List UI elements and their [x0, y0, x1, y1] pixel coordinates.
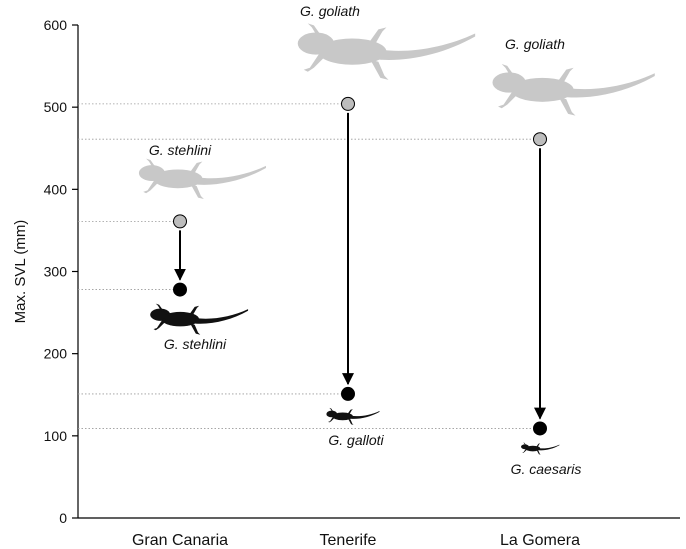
lizard-silhouette-ancestral-shape: [297, 23, 476, 80]
axes: 0 100 200 300 400 500 600 Gran Canaria Tenerife L…: [12, 17, 680, 549]
lizard-silhouette-current-shape: [521, 442, 560, 455]
x-category-label: Tenerife: [320, 532, 377, 549]
lizard-silhouette-current-shape: [326, 407, 380, 425]
y-tick-label: 100: [44, 428, 68, 444]
arrows: [174, 112, 546, 420]
x-category-label: La Gomera: [500, 532, 580, 549]
guide-lines: [78, 103, 540, 429]
points: [173, 96, 547, 436]
y-axis-title: Max. SVL (mm): [12, 220, 29, 324]
lizard-silhouette-ancestral-shape: [492, 64, 655, 116]
lizard-silhouette-current-shape: [150, 303, 249, 335]
data-point-ancestral: [173, 214, 187, 229]
y-tick-label: 500: [44, 99, 68, 115]
lizard-silhouette-ancestral: [297, 23, 476, 80]
labels: G. stehlini G. stehlini G. goliath G. gallo…: [149, 3, 582, 477]
species-label-ancestral: G. goliath: [300, 3, 360, 19]
y-tick-label: 400: [44, 181, 68, 197]
lizard-silhouette-current: [521, 442, 560, 455]
data-point-current: [173, 282, 187, 297]
data-point-current: [533, 421, 547, 436]
x-category-label: Gran Canaria: [132, 532, 228, 549]
y-tick-label: 0: [59, 510, 67, 526]
lizard-silhouettes: [138, 23, 655, 455]
data-point-current: [341, 386, 355, 401]
data-point-ancestral: [341, 96, 355, 111]
lizard-silhouette-current: [326, 407, 380, 425]
y-tick-label: 300: [44, 264, 68, 280]
lizard-silhouette-ancestral: [492, 64, 655, 116]
species-label-ancestral: G. goliath: [505, 36, 565, 52]
species-label-current: G. stehlini: [164, 336, 227, 352]
lizard-silhouette-ancestral-shape: [138, 158, 266, 200]
y-tick-label: 600: [44, 17, 68, 33]
species-label-current: G. galloti: [328, 432, 384, 448]
y-tick-label: 200: [44, 346, 68, 362]
lizard-silhouette-current: [150, 303, 249, 335]
species-label-ancestral: G. stehlini: [149, 142, 212, 158]
data-point-ancestral: [533, 132, 547, 147]
lizard-silhouette-ancestral: [138, 158, 266, 200]
species-label-current: G. caesaris: [511, 461, 582, 477]
